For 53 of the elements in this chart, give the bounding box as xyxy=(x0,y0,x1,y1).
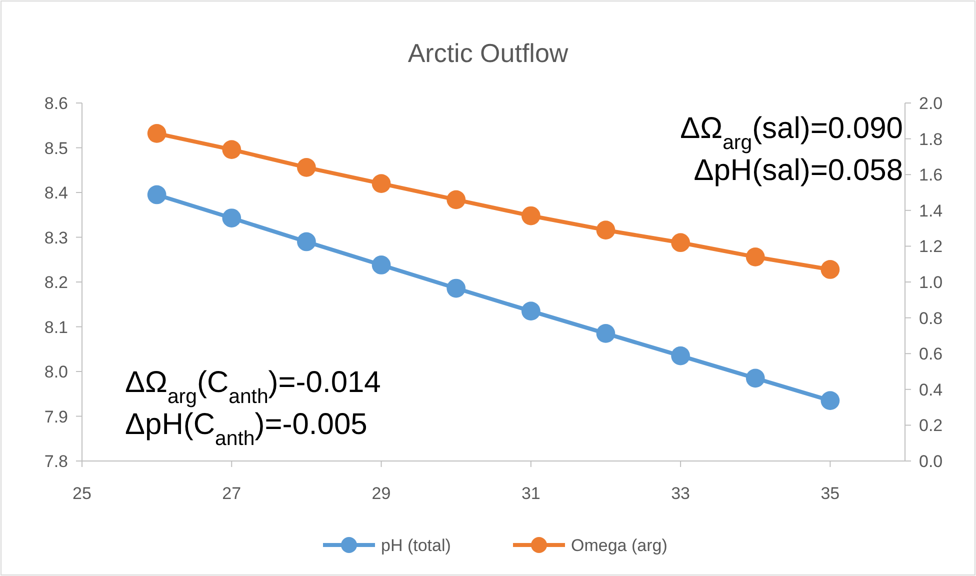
y-tick-label: 7.8 xyxy=(44,452,68,471)
point xyxy=(446,278,466,298)
point xyxy=(297,158,316,177)
point xyxy=(820,391,840,410)
point xyxy=(596,324,616,343)
legend-label: pH (total) xyxy=(381,536,451,555)
annotation: ΔΩ$_{arg}$(C$_{anth}$)=-0.014 xyxy=(125,366,381,408)
point xyxy=(372,174,391,193)
y-tick-label: 8.6 xyxy=(44,94,68,113)
point xyxy=(297,232,316,252)
y2-tick-label: 0.6 xyxy=(919,344,943,364)
x-tick-label: 33 xyxy=(671,484,690,503)
y-tick-label: 8.2 xyxy=(44,273,68,292)
point xyxy=(222,140,242,159)
legend-label: Omega (arg) xyxy=(571,536,668,555)
point xyxy=(746,248,765,266)
annotation: ΔpH(C$_{anth}$)=-0.005 xyxy=(125,408,368,450)
y2-tick-label: 1.4 xyxy=(919,201,943,220)
point xyxy=(671,346,690,366)
point xyxy=(521,302,540,321)
x-tick-label: 29 xyxy=(372,484,391,503)
point xyxy=(671,233,690,252)
annotation: ΔΩ$_{arg}$(sal)=0.090 xyxy=(680,112,903,154)
y2-tick-label: 0.0 xyxy=(919,452,943,471)
point xyxy=(596,220,616,240)
y-tick-label: 8.1 xyxy=(44,318,68,337)
point xyxy=(521,206,540,226)
point xyxy=(820,260,840,279)
y2-tick-label: 2.0 xyxy=(919,94,943,113)
y-tick-label: 7.9 xyxy=(44,407,68,426)
y2-tick-label: 1.8 xyxy=(919,130,943,149)
x-tick-label: 25 xyxy=(72,484,92,503)
y2-tick-label: 0.4 xyxy=(919,380,943,400)
annotation: ΔpH(sal)=0.058 xyxy=(694,154,903,187)
point xyxy=(446,190,466,210)
y2-tick-label: 1.0 xyxy=(919,273,943,292)
y-tick-label: 8.4 xyxy=(44,184,68,202)
y2-tick-label: 0.2 xyxy=(919,416,943,436)
y-tick-label: 8.3 xyxy=(44,228,68,248)
y2-tick-label: 1.2 xyxy=(919,237,943,256)
point xyxy=(222,208,242,228)
x-tick-label: 35 xyxy=(820,484,840,503)
y2-tick-label: 1.6 xyxy=(919,166,943,185)
y2-tick-label: 0.8 xyxy=(919,308,943,328)
chart-title: Arctic Outflow xyxy=(408,38,568,68)
point xyxy=(372,256,391,274)
point xyxy=(746,368,765,388)
point xyxy=(147,185,166,204)
x-tick-label: 27 xyxy=(222,484,242,503)
y-tick-label: 8.0 xyxy=(44,362,68,382)
x-tick-label: 31 xyxy=(521,484,540,503)
point xyxy=(147,124,166,143)
y-tick-label: 8.5 xyxy=(44,138,68,158)
